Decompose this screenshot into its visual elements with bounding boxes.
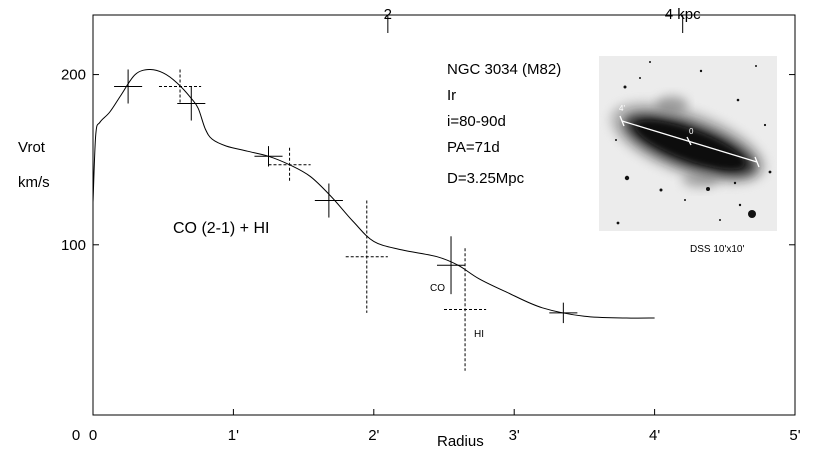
image-caption: DSS 10'x10'	[690, 244, 744, 255]
scale-bar	[619, 115, 760, 168]
scale-bar-center-label: 0	[689, 127, 694, 136]
field-stars	[615, 61, 772, 225]
info-type: Ir	[447, 87, 456, 104]
x-tick-label: 0	[89, 427, 97, 444]
x-axis-label: Radius	[437, 433, 484, 450]
data-point-hi	[268, 147, 311, 182]
data-point-hi	[345, 200, 388, 313]
rotation-curve-line	[92, 68, 655, 319]
series-hi	[158, 69, 487, 371]
data-point-co	[549, 302, 578, 324]
galaxy-info: NGC 3034 (M82) Ir i=80-90d PA=71d D=3.25…	[447, 61, 561, 187]
info-distance: D=3.25Mpc	[447, 170, 525, 187]
y-origin-label: 0	[72, 427, 80, 444]
tick-marks: 0 1' 2' 3' 4' 5' 100 200 0 2 4 kpc	[61, 6, 801, 444]
data-point-co	[314, 183, 343, 218]
rotation-curve	[92, 68, 655, 319]
galaxy-image: 4' 0	[599, 56, 777, 231]
scale-bar-left-label: 4'	[619, 104, 625, 113]
data-point-co	[114, 69, 143, 104]
top-tick-label: 4 kpc	[665, 6, 701, 23]
y-tick-label: 200	[61, 67, 86, 84]
data-point-co	[436, 236, 466, 295]
y-axis-label-line1: Vrot	[18, 139, 46, 156]
data-points	[114, 69, 578, 371]
top-tick-label: 2	[384, 6, 392, 23]
hi-point-label: HI	[474, 329, 484, 340]
series-co	[114, 69, 578, 324]
series-label: CO (2-1) + HI	[173, 220, 269, 237]
x-tick-label: 2'	[368, 427, 379, 444]
x-tick-label: 3'	[509, 427, 520, 444]
axes	[92, 14, 796, 416]
info-galaxy-name: NGC 3034 (M82)	[447, 61, 561, 78]
info-inclination: i=80-90d	[447, 113, 506, 130]
x-tick-label: 1'	[228, 427, 239, 444]
y-tick-label: 100	[61, 237, 86, 254]
info-position-angle: PA=71d	[447, 139, 500, 156]
co-point-label: CO	[430, 283, 445, 294]
plot-frame	[92, 14, 796, 416]
x-tick-label: 4'	[649, 427, 660, 444]
data-point-hi	[444, 248, 487, 371]
data-point-co	[177, 86, 206, 121]
x-tick-label: 5'	[789, 427, 800, 444]
data-point-co	[254, 146, 283, 167]
y-axis-label-line2: km/s	[18, 174, 50, 191]
data-point-hi	[158, 69, 202, 104]
